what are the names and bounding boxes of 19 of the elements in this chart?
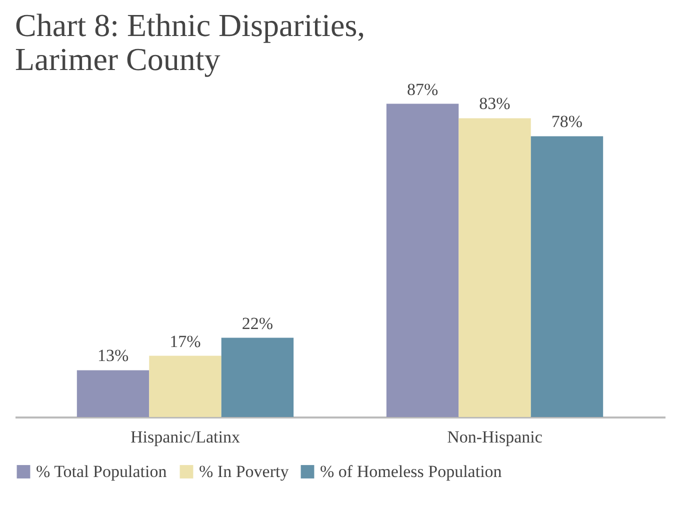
- text: Larimer County: [15, 40, 220, 77]
- x-tick-label: Hispanic/Latinx: [130, 428, 240, 446]
- x-tick-label: Non-Hispanic: [447, 428, 543, 446]
- bar: [221, 338, 294, 417]
- bar: [386, 104, 459, 417]
- bar: [76, 370, 150, 417]
- bar: [149, 356, 222, 417]
- data-label: 17%: [170, 332, 201, 351]
- data-label: 83%: [479, 94, 510, 114]
- legend-label: % In Poverty: [199, 462, 290, 481]
- data-label: 22%: [242, 314, 274, 333]
- bar: [458, 118, 531, 417]
- data-label: 87%: [406, 80, 438, 99]
- legend-label: % of Homeless Population: [320, 462, 502, 481]
- text: Chart 8: Ethnic Disparities,: [15, 6, 366, 43]
- bar: [530, 136, 604, 417]
- data-label: 78%: [551, 112, 583, 132]
- legend-label: % Total Population: [36, 462, 168, 481]
- data-label: 13%: [97, 346, 129, 366]
